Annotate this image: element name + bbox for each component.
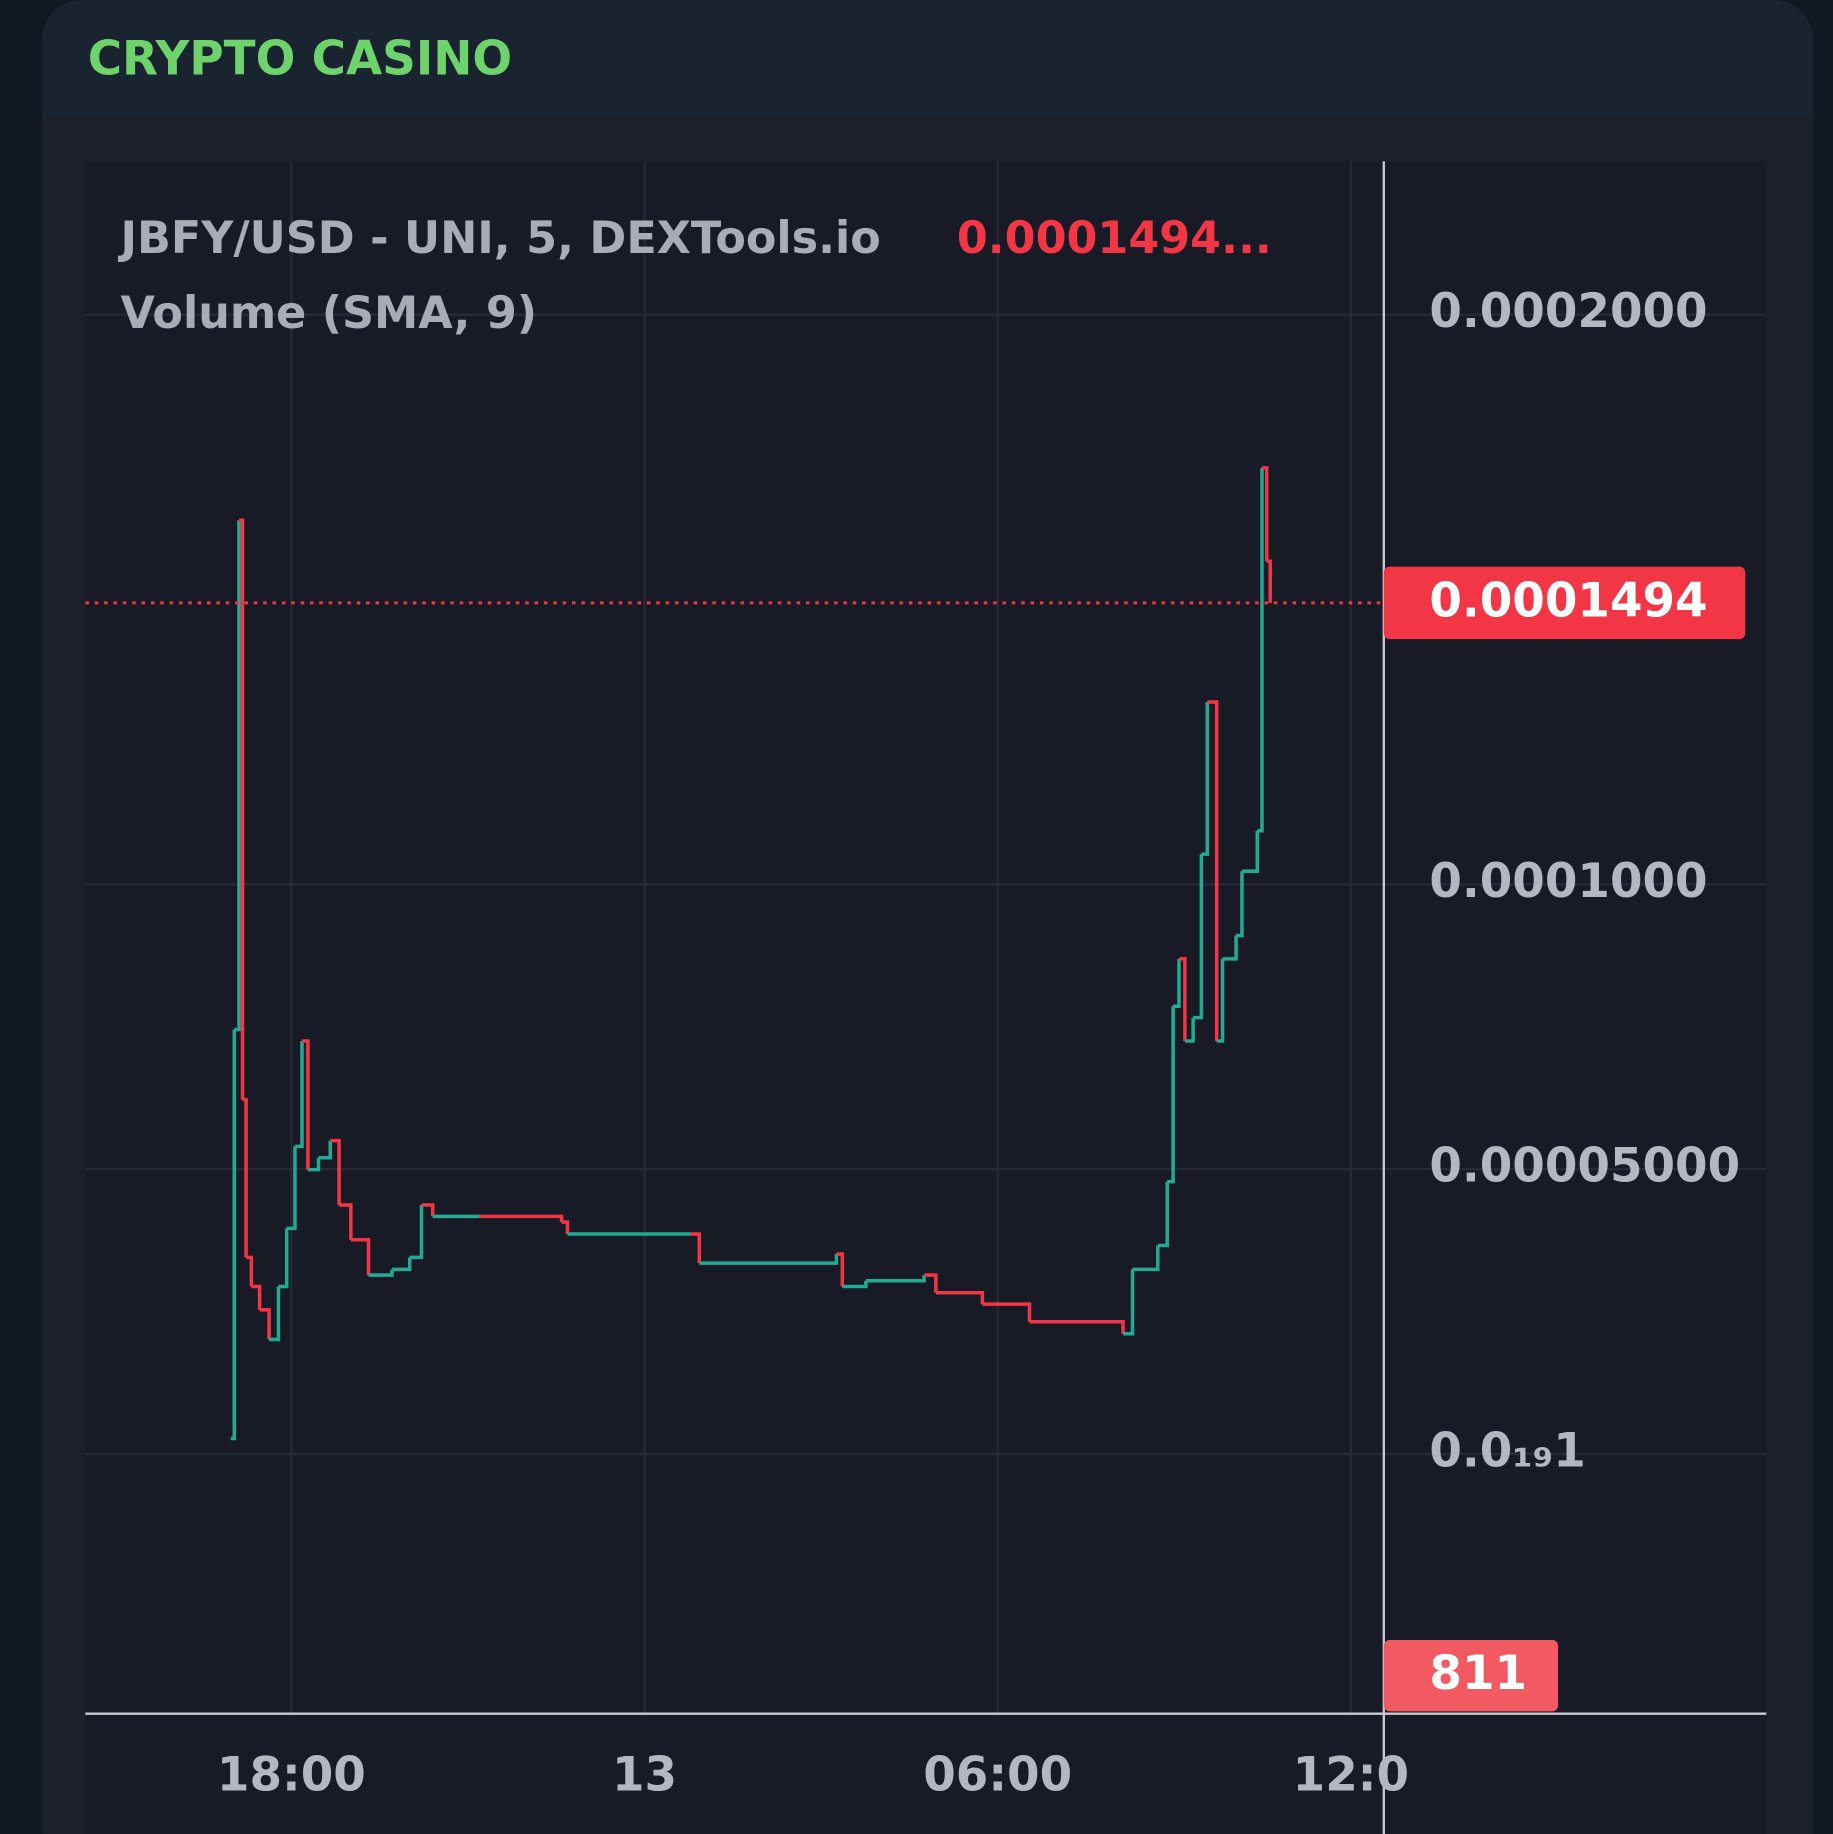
y-tick-label: 0.0002000 — [1429, 285, 1707, 339]
price-step — [982, 1302, 1032, 1322]
price-step — [242, 1097, 248, 1258]
price-step — [1167, 1006, 1175, 1184]
x-tick-label: 18:00 — [217, 1749, 366, 1803]
y-tick-label: 0.0₁₉1 — [1429, 1424, 1585, 1478]
price-step — [318, 1140, 332, 1160]
price-step — [259, 1308, 271, 1340]
price-step — [561, 1220, 570, 1235]
price-step — [339, 1203, 353, 1240]
plot — [85, 466, 1384, 1441]
price-step — [924, 1273, 938, 1293]
price-step — [1266, 559, 1272, 603]
x-tick-label: 06:00 — [923, 1749, 1072, 1803]
price-step — [368, 1269, 394, 1277]
price-step — [246, 1255, 254, 1287]
chart-area — [85, 161, 1767, 1834]
grid — [85, 161, 1767, 1714]
axes: 0.0002000 0.0001000 0.00005000 0.0₁₉1 18:00 1… — [217, 285, 1746, 1803]
price-step — [409, 1204, 424, 1260]
legend-symbol: JBFY/USD - UNI, 5, DEXTools.io — [117, 213, 880, 264]
price-step — [392, 1257, 412, 1272]
price-step — [301, 1039, 310, 1170]
price-step — [234, 520, 241, 1032]
last-volume-tag — [1383, 1639, 1559, 1712]
price-step — [1257, 467, 1264, 833]
app-title: CRYPTO CASINO — [88, 32, 512, 86]
last-price-tag — [1383, 566, 1746, 640]
price-step — [307, 1157, 321, 1172]
price-step — [699, 1253, 839, 1265]
price-step — [1178, 957, 1187, 1041]
price-step — [842, 1280, 868, 1289]
price-step — [1132, 1245, 1160, 1272]
price-step — [690, 1232, 702, 1264]
price-step — [935, 1290, 985, 1305]
price-step — [251, 1284, 262, 1310]
price-step — [278, 1228, 289, 1289]
price-step — [1184, 1017, 1195, 1043]
price-step — [239, 518, 245, 1100]
price-step — [1193, 854, 1204, 1020]
x-tick-label: 12:0 — [1293, 1749, 1409, 1803]
price-step — [230, 1029, 237, 1441]
y-tick-label: 0.00005000 — [1429, 1140, 1740, 1194]
x-tick-label: 13 — [612, 1749, 677, 1803]
price-step — [836, 1252, 845, 1287]
price-step — [865, 1275, 926, 1283]
price-step — [1123, 1269, 1135, 1336]
price-step — [1173, 958, 1181, 1008]
price-step — [1029, 1320, 1125, 1334]
y-tick-label: 0.0001000 — [1429, 855, 1707, 909]
price-step — [1201, 702, 1209, 856]
price-step — [1207, 700, 1219, 1041]
price-step — [1222, 935, 1238, 961]
price-step — [330, 1138, 341, 1205]
legend-price: 0.0001494... — [957, 213, 1272, 264]
price-step — [479, 1214, 564, 1223]
price-step — [286, 1146, 297, 1231]
price-step — [1216, 958, 1225, 1043]
card-header — [42, 0, 1814, 117]
last-volume-label: 811 — [1429, 1647, 1527, 1701]
price-step — [421, 1203, 435, 1217]
price-step — [1241, 830, 1260, 873]
price-step — [269, 1286, 281, 1342]
volume-legend: Volume (SMA, 9) — [120, 288, 537, 339]
price-step — [294, 1040, 304, 1149]
price-step — [350, 1237, 371, 1276]
last-price-label: 0.0001494 — [1429, 575, 1707, 629]
price-step — [1236, 871, 1244, 938]
price-step — [1157, 1181, 1169, 1248]
price-step — [1261, 466, 1269, 562]
